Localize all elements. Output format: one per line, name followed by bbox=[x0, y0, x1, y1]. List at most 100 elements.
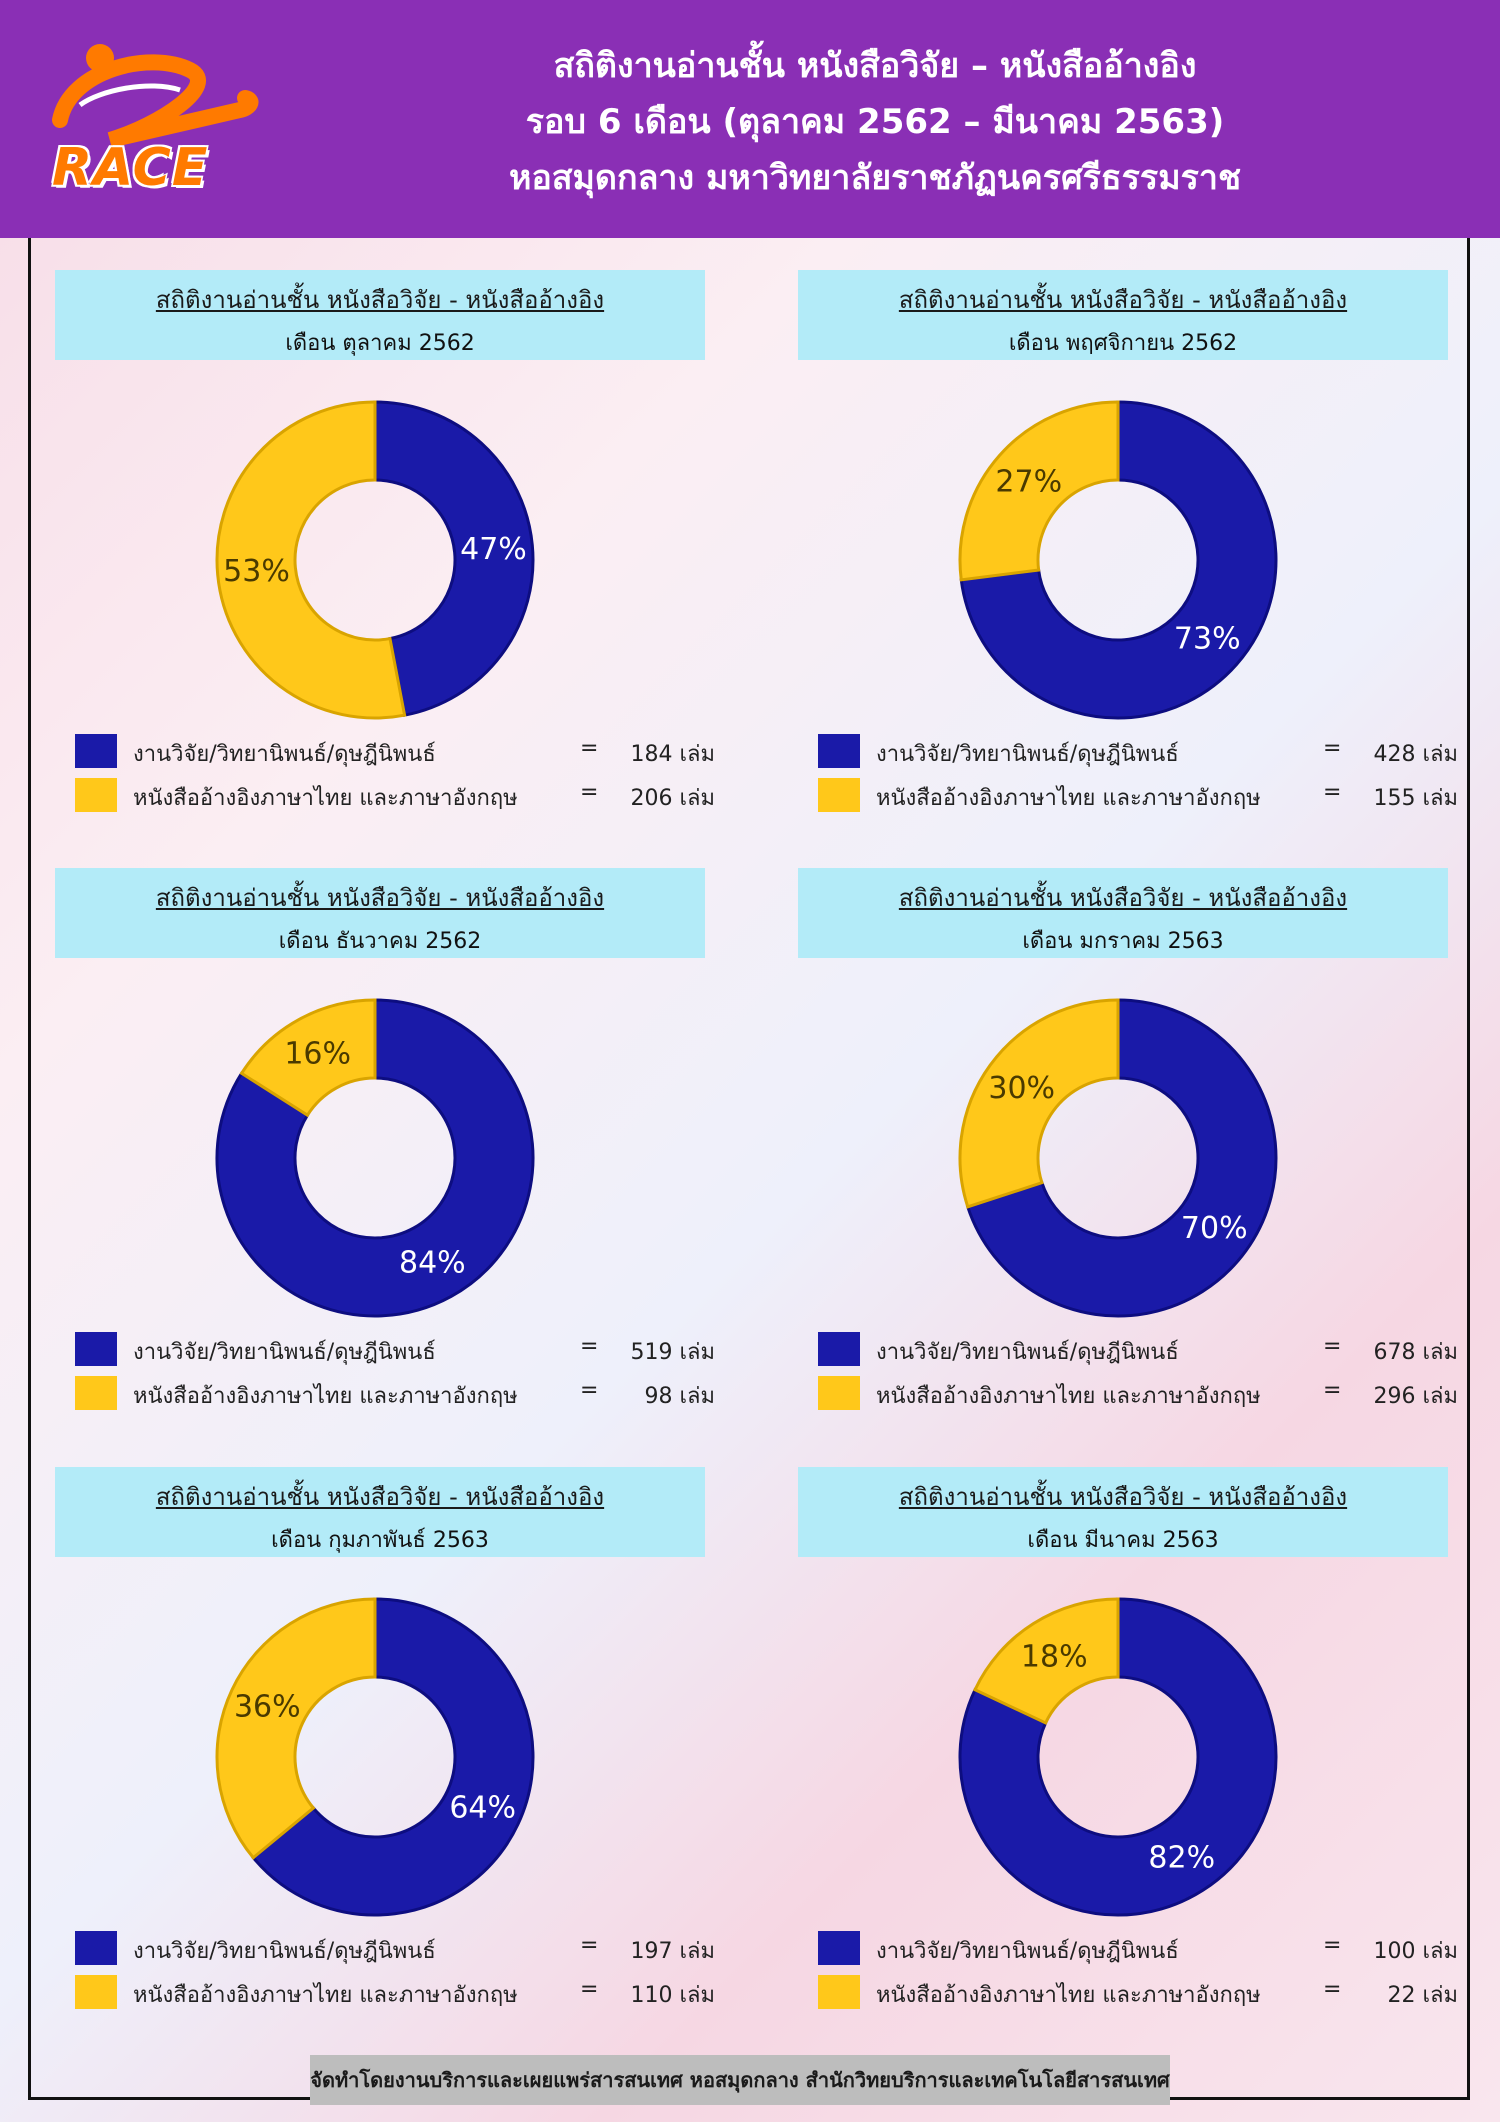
legend-equals: = bbox=[580, 780, 599, 805]
logo-text: RACE bbox=[52, 138, 209, 198]
legend-value: 206 เล่ม bbox=[630, 786, 716, 811]
chart-legend: งานวิจัย/วิทยานิพนธ์/ดุษฎีนิพนธ์ = 678 เล่… bbox=[818, 1328, 1458, 1416]
legend-label: งานวิจัย/วิทยานิพนธ์/ดุษฎีนิพนธ์ bbox=[876, 1939, 1179, 1964]
legend-label: หนังสืออ้างอิงภาษาไทย และภาษาอังกฤษ bbox=[133, 1983, 518, 2008]
legend-label: งานวิจัย/วิทยานิพนธ์/ดุษฎีนิพนธ์ bbox=[133, 742, 436, 767]
title-line-2: รอบ 6 เดือน (ตุลาคม 2562 – มีนาคม 2563) bbox=[525, 102, 1225, 142]
donut-percent-label: 70% bbox=[1181, 1211, 1248, 1246]
legend-row: งานวิจัย/วิทยานิพนธ์/ดุษฎีนิพนธ์ = 678 เล่… bbox=[818, 1328, 1458, 1372]
chart-subtitle: เดือน มกราคม 2563 bbox=[1022, 929, 1224, 954]
donut-chart: 47% 53% bbox=[215, 400, 535, 720]
donut-slice-research bbox=[958, 1597, 1278, 1917]
legend-value: 155 เล่ม bbox=[1373, 786, 1459, 811]
legend-row: หนังสืออ้างอิงภาษาไทย และภาษาอังกฤษ = 22 เ… bbox=[818, 1971, 1458, 2015]
chart-title: สถิติงานอ่านชั้น หนังสือวิจัย - หนังสืออ… bbox=[898, 1483, 1348, 1511]
chart-panel: สถิติงานอ่านชั้น หนังสือวิจัย - หนังสืออ… bbox=[798, 270, 1458, 840]
legend-row: งานวิจัย/วิทยานิพนธ์/ดุษฎีนิพนธ์ = 184 เล่… bbox=[75, 730, 715, 774]
legend-row: หนังสืออ้างอิงภาษาไทย และภาษาอังกฤษ = 155 … bbox=[818, 774, 1458, 818]
header-banner: RACE สถิติงานอ่านชั้น หนังสือวิจัย – หนั… bbox=[0, 0, 1500, 238]
donut-chart: 70% 30% bbox=[958, 998, 1278, 1318]
donut-slice-research bbox=[965, 998, 1278, 1318]
chart-title: สถิติงานอ่านชั้น หนังสือวิจัย - หนังสืออ… bbox=[155, 286, 605, 314]
chart-panel: สถิติงานอ่านชั้น หนังสือวิจัย - หนังสืออ… bbox=[55, 270, 715, 840]
chart-subtitle: เดือน ตุลาคม 2562 bbox=[285, 331, 475, 356]
legend-swatch-blue bbox=[75, 1931, 117, 1965]
donut-percent-label: 16% bbox=[284, 1037, 351, 1072]
legend-row: งานวิจัย/วิทยานิพนธ์/ดุษฎีนิพนธ์ = 100 เล่… bbox=[818, 1927, 1458, 1971]
donut-percent-label: 73% bbox=[1174, 622, 1241, 657]
donut-slice-research bbox=[373, 400, 535, 717]
chart-panel: สถิติงานอ่านชั้น หนังสือวิจัย - หนังสืออ… bbox=[798, 868, 1458, 1438]
chart-panel: สถิติงานอ่านชั้น หนังสือวิจัย - หนังสืออ… bbox=[55, 868, 715, 1438]
legend-equals: = bbox=[580, 736, 599, 761]
donut-percent-label: 84% bbox=[399, 1245, 466, 1280]
donut-chart: 82% 18% bbox=[958, 1597, 1278, 1917]
chart-title: สถิติงานอ่านชั้น หนังสือวิจัย - หนังสืออ… bbox=[898, 286, 1348, 314]
donut-percent-label: 30% bbox=[988, 1071, 1055, 1106]
legend-equals: = bbox=[580, 1334, 599, 1359]
footer-credit: จัดทำโดยงานบริการและเผยแพร่สารสนเทศ หอสม… bbox=[310, 2055, 1170, 2105]
donut-slice-reference bbox=[239, 998, 377, 1118]
legend-value: 428 เล่ม bbox=[1373, 742, 1459, 767]
donut-percent-label: 27% bbox=[995, 464, 1062, 499]
donut-slice-reference bbox=[958, 998, 1120, 1209]
legend-swatch-blue bbox=[818, 1332, 860, 1366]
chart-title-box: สถิติงานอ่านชั้น หนังสือวิจัย - หนังสืออ… bbox=[798, 270, 1448, 360]
legend-swatch-blue bbox=[75, 1332, 117, 1366]
donut-percent-label: 53% bbox=[223, 554, 290, 589]
legend-value: 519 เล่ม bbox=[630, 1340, 716, 1365]
legend-label: หนังสืออ้างอิงภาษาไทย และภาษาอังกฤษ bbox=[876, 1384, 1261, 1409]
chart-title-box: สถิติงานอ่านชั้น หนังสือวิจัย - หนังสืออ… bbox=[798, 868, 1448, 958]
legend-equals: = bbox=[580, 1933, 599, 1958]
donut-percent-label: 47% bbox=[460, 532, 527, 567]
race-logo-swoosh-icon bbox=[52, 44, 259, 148]
legend-swatch-yellow bbox=[818, 1975, 860, 2009]
legend-value: 296 เล่ม bbox=[1373, 1384, 1459, 1409]
legend-equals: = bbox=[1323, 1378, 1342, 1403]
donut-slice-reference bbox=[215, 1597, 377, 1860]
donut-slice-reference bbox=[215, 400, 407, 720]
chart-legend: งานวิจัย/วิทยานิพนธ์/ดุษฎีนิพนธ์ = 428 เล่… bbox=[818, 730, 1458, 818]
legend-row: หนังสืออ้างอิงภาษาไทย และภาษาอังกฤษ = 206 … bbox=[75, 774, 715, 818]
legend-equals: = bbox=[1323, 1977, 1342, 2002]
legend-swatch-yellow bbox=[75, 778, 117, 812]
legend-label: หนังสืออ้างอิงภาษาไทย และภาษาอังกฤษ bbox=[133, 786, 518, 811]
donut-slice-reference bbox=[958, 400, 1120, 582]
chart-legend: งานวิจัย/วิทยานิพนธ์/ดุษฎีนิพนธ์ = 197 เล่… bbox=[75, 1927, 715, 2015]
legend-value: 197 เล่ม bbox=[630, 1939, 716, 1964]
donut-chart: 73% 27% bbox=[958, 400, 1278, 720]
legend-swatch-blue bbox=[818, 1931, 860, 1965]
legend-equals: = bbox=[1323, 736, 1342, 761]
legend-value: 678 เล่ม bbox=[1373, 1340, 1459, 1365]
legend-label: หนังสืออ้างอิงภาษาไทย และภาษาอังกฤษ bbox=[876, 786, 1261, 811]
donut-slice-research bbox=[251, 1597, 535, 1917]
donut-percent-label: 18% bbox=[1021, 1640, 1088, 1675]
donut-percent-label: 64% bbox=[449, 1791, 516, 1826]
chart-legend: งานวิจัย/วิทยานิพนธ์/ดุษฎีนิพนธ์ = 100 เล่… bbox=[818, 1927, 1458, 2015]
legend-row: งานวิจัย/วิทยานิพนธ์/ดุษฎีนิพนธ์ = 519 เล่… bbox=[75, 1328, 715, 1372]
title-line-3: หอสมุดกลาง มหาวิทยาลัยราชภัฏนครศรีธรรมรา… bbox=[508, 158, 1242, 198]
chart-subtitle: เดือน ธันวาคม 2562 bbox=[278, 929, 482, 954]
legend-swatch-yellow bbox=[75, 1975, 117, 2009]
legend-value: 22 เล่ม bbox=[1387, 1983, 1459, 2008]
legend-swatch-blue bbox=[75, 734, 117, 768]
donut-chart: 84% 16% bbox=[215, 998, 535, 1318]
chart-title-box: สถิติงานอ่านชั้น หนังสือวิจัย - หนังสืออ… bbox=[55, 1467, 705, 1557]
legend-row: หนังสืออ้างอิงภาษาไทย และภาษาอังกฤษ = 296 … bbox=[818, 1372, 1458, 1416]
legend-label: หนังสืออ้างอิงภาษาไทย และภาษาอังกฤษ bbox=[876, 1983, 1261, 2008]
chart-title-box: สถิติงานอ่านชั้น หนังสือวิจัย - หนังสืออ… bbox=[798, 1467, 1448, 1557]
title-line-1: สถิติงานอ่านชั้น หนังสือวิจัย – หนังสืออ… bbox=[553, 46, 1197, 86]
chart-title: สถิติงานอ่านชั้น หนังสือวิจัย - หนังสืออ… bbox=[898, 884, 1348, 912]
legend-swatch-yellow bbox=[818, 1376, 860, 1410]
legend-swatch-blue bbox=[818, 734, 860, 768]
legend-value: 100 เล่ม bbox=[1373, 1939, 1459, 1964]
legend-row: หนังสืออ้างอิงภาษาไทย และภาษาอังกฤษ = 110 … bbox=[75, 1971, 715, 2015]
legend-equals: = bbox=[1323, 1334, 1342, 1359]
donut-percent-label: 36% bbox=[234, 1689, 301, 1724]
donut-percent-label: 82% bbox=[1148, 1840, 1215, 1875]
legend-label: งานวิจัย/วิทยานิพนธ์/ดุษฎีนิพนธ์ bbox=[876, 1340, 1179, 1365]
chart-title-box: สถิติงานอ่านชั้น หนังสือวิจัย - หนังสืออ… bbox=[55, 270, 705, 360]
legend-label: งานวิจัย/วิทยานิพนธ์/ดุษฎีนิพนธ์ bbox=[133, 1939, 436, 1964]
legend-swatch-yellow bbox=[818, 778, 860, 812]
legend-row: หนังสืออ้างอิงภาษาไทย และภาษาอังกฤษ = 98 เ… bbox=[75, 1372, 715, 1416]
